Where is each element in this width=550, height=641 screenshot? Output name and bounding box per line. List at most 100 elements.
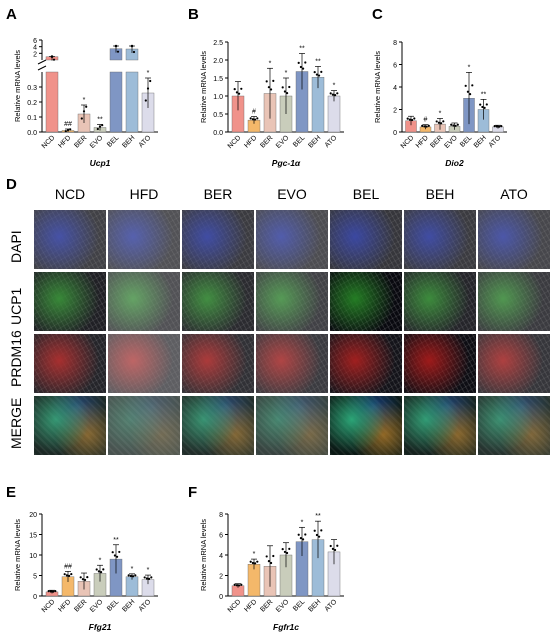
data-point [283, 550, 286, 554]
data-point [302, 538, 305, 541]
data-point [249, 560, 252, 563]
significance-mark: * [253, 551, 256, 558]
data-point [270, 88, 273, 91]
data-point [95, 568, 98, 571]
column-label-ber: BER [203, 186, 233, 202]
category-label: ATO [138, 134, 153, 149]
data-point [329, 544, 332, 548]
row-label-ucp1: UCP1 [8, 287, 24, 325]
category-label: EVO [275, 134, 291, 150]
y-tick-label: 1.5 [213, 76, 223, 83]
panel-letter-a: A [6, 6, 17, 23]
chart-ucp1: 0.0 0.1 0.2 0.3 246 Relative mRNA levels NCD ##… [13, 38, 158, 168]
micrograph-ucp1-beh [404, 272, 476, 331]
data-point [54, 589, 57, 593]
data-point [313, 529, 316, 532]
y-tick-label: 6 [33, 38, 37, 45]
micrograph-merge-ber [182, 396, 254, 455]
data-point [288, 547, 291, 550]
data-point [336, 544, 339, 547]
data-point [114, 44, 118, 48]
bar-beh [125, 71, 139, 133]
data-point [118, 550, 121, 554]
category-label: BEH [307, 598, 322, 613]
category-label: BEH [307, 134, 322, 149]
category-label: BEL [106, 134, 120, 148]
significance-mark: ** [481, 91, 487, 98]
data-point [100, 571, 103, 574]
data-point [411, 118, 414, 122]
data-point [421, 124, 424, 127]
category-label: BEH [121, 598, 136, 613]
micrograph-ucp1-ncd [34, 272, 106, 331]
category-label: NCD [227, 598, 243, 614]
data-point [406, 117, 409, 120]
column-label-ncd: NCD [54, 186, 86, 202]
significance-mark: ## [64, 121, 72, 128]
significance-mark: * [285, 70, 288, 77]
data-point [82, 110, 86, 113]
category-label: BER [73, 598, 88, 613]
data-point [440, 122, 443, 125]
data-point [146, 87, 150, 90]
data-point [81, 578, 84, 581]
y-tick-label: 5 [33, 574, 37, 581]
data-point [111, 551, 114, 554]
data-point [50, 55, 54, 58]
panel-letter-b: B [188, 6, 199, 23]
significance-mark: ** [315, 513, 321, 520]
column-label-bel: BEL [352, 186, 380, 202]
chart-ffg21: 0 5 10 15 20 Relative mRNA levels NCD ## HFD BER *… [13, 512, 158, 632]
data-point [413, 117, 416, 120]
data-point [63, 573, 66, 576]
significance-mark: # [424, 117, 428, 124]
category-label: NCD [227, 134, 243, 150]
data-point [334, 548, 337, 552]
y-axis-label: Relative mRNA levels [13, 50, 22, 122]
data-point [233, 583, 236, 586]
data-point [425, 125, 428, 128]
data-point [299, 536, 302, 540]
data-point [336, 92, 339, 95]
data-point [150, 576, 153, 579]
category-label: EVO [89, 598, 105, 614]
micrograph-ucp1-evo [256, 272, 328, 331]
bar-ncd [45, 71, 59, 133]
data-point [64, 130, 67, 133]
data-point [466, 90, 469, 93]
data-point [302, 67, 305, 70]
micrograph-merge-ato [478, 396, 550, 455]
y-tick-label: 0.5 [213, 112, 223, 119]
y-tick-label: 0.3 [27, 85, 37, 92]
row-label-prdm16: PRDM16 [8, 330, 24, 387]
data-point [129, 574, 132, 578]
data-point [427, 124, 430, 127]
micrograph-prdm16-bel [330, 334, 402, 393]
data-point [52, 590, 55, 593]
data-point [485, 103, 488, 106]
data-point [304, 61, 307, 64]
data-point [254, 118, 257, 121]
significance-mark: * [131, 566, 134, 573]
significance-mark: * [301, 519, 304, 526]
category-label: NCD [400, 134, 416, 150]
category-label: HFD [57, 598, 72, 613]
category-label: ATO [324, 134, 339, 149]
data-point [149, 79, 152, 83]
category-label: ATO [324, 598, 339, 613]
data-point [270, 561, 273, 565]
axis-break-mark [37, 65, 47, 71]
data-point [235, 584, 238, 587]
significance-mark: ** [299, 46, 305, 53]
data-point [235, 91, 238, 94]
data-point [267, 560, 270, 563]
y-tick-label: 2.5 [213, 40, 223, 47]
data-point [408, 118, 411, 121]
data-point [97, 570, 100, 573]
data-point [281, 86, 284, 89]
row-label-merge: MERGE [8, 397, 24, 449]
micrograph-prdm16-ber [182, 334, 254, 393]
x-axis-label: Dio2 [445, 158, 464, 168]
panel-letter-f: F [188, 484, 198, 501]
data-point [334, 94, 337, 97]
